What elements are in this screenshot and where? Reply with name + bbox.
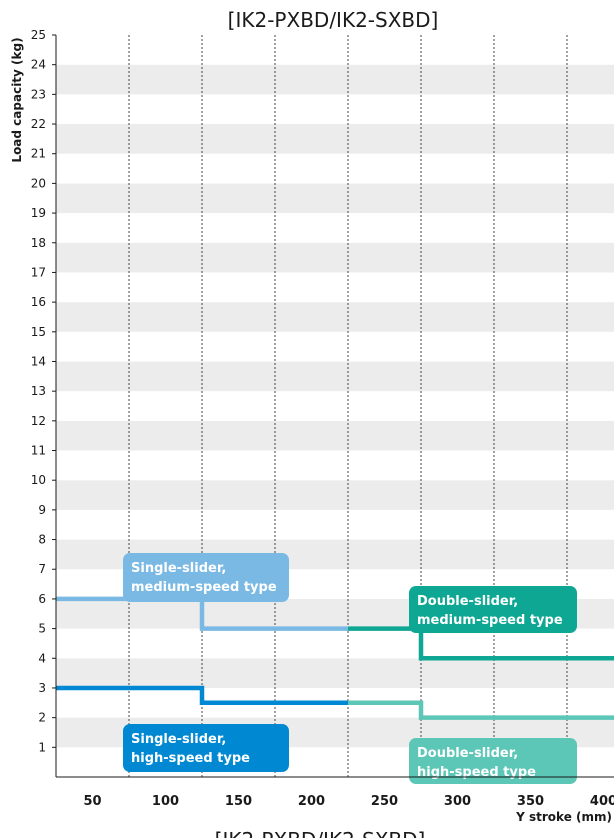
y-tick-label: 4 bbox=[38, 651, 46, 665]
x-tick-label: 300 bbox=[444, 794, 471, 809]
y-tick-labels: 1234567891011121314151617181920212223242… bbox=[31, 28, 56, 754]
x-tick-label: 100 bbox=[152, 794, 179, 809]
y-axis-label: Load capacity (kg) bbox=[10, 37, 24, 162]
series-callout: Single-slider, medium-speed type bbox=[123, 553, 289, 602]
callout-box bbox=[409, 738, 577, 784]
x-tick-label: 400 bbox=[590, 794, 614, 809]
callout-text: Single-slider, bbox=[131, 561, 226, 576]
y-tick-label: 22 bbox=[31, 117, 46, 131]
chart-title: [IK2-PXBD/IK2-SXBD] bbox=[228, 8, 439, 32]
grid-band bbox=[56, 153, 614, 184]
grid-band bbox=[56, 450, 614, 481]
y-tick-label: 25 bbox=[31, 28, 46, 42]
y-tick-label: 20 bbox=[31, 176, 46, 190]
x-tick-label: 250 bbox=[371, 794, 398, 809]
y-tick-label: 16 bbox=[31, 295, 46, 309]
y-tick-label: 10 bbox=[31, 473, 46, 487]
x-tick-label: 150 bbox=[225, 794, 252, 809]
y-tick-label: 13 bbox=[31, 384, 46, 398]
y-tick-label: 17 bbox=[31, 265, 46, 279]
grid-band bbox=[56, 272, 614, 303]
grid-band bbox=[56, 509, 614, 540]
series-callout: Double-slider, medium-speed type bbox=[409, 586, 577, 633]
grid-band bbox=[56, 658, 614, 688]
y-tick-label: 11 bbox=[31, 444, 46, 458]
y-tick-label: 18 bbox=[31, 236, 46, 250]
grid-band bbox=[56, 628, 614, 659]
y-tick-label: 15 bbox=[31, 325, 46, 339]
y-tick-label: 23 bbox=[31, 87, 46, 101]
series-callouts: Single-slider,medium-speed typeDouble-sl… bbox=[123, 553, 577, 784]
callout-text: medium-speed type bbox=[417, 613, 563, 628]
callout-text: Double-slider, bbox=[417, 594, 518, 609]
grid-band bbox=[56, 242, 614, 273]
grid-band bbox=[56, 124, 614, 154]
series-line bbox=[348, 626, 614, 661]
callout-text: Double-slider, bbox=[417, 746, 518, 761]
y-tick-label: 19 bbox=[31, 206, 46, 220]
grid-band bbox=[56, 64, 614, 95]
callout-text: Single-slider, bbox=[131, 732, 226, 747]
grid-band bbox=[56, 331, 614, 362]
x-axis-label: Y stroke (mm) bbox=[515, 810, 612, 824]
callout-box bbox=[123, 724, 289, 772]
callout-text: high-speed type bbox=[131, 751, 250, 766]
y-tick-label: 1 bbox=[38, 740, 46, 754]
x-tick-label: 50 bbox=[83, 794, 101, 809]
grid-band bbox=[56, 183, 614, 214]
grid-band bbox=[56, 361, 614, 392]
grid-band bbox=[56, 391, 614, 421]
x-tick-label: 350 bbox=[517, 794, 544, 809]
y-tick-label: 21 bbox=[31, 147, 46, 161]
series-callout: Single-slider, high-speed type bbox=[123, 724, 289, 772]
callout-text: high-speed type bbox=[417, 765, 536, 780]
y-tick-label: 5 bbox=[38, 622, 46, 636]
x-tick-labels: 50 100 150 200 250 300 350 400 bbox=[83, 794, 614, 809]
callout-text: medium-speed type bbox=[131, 580, 277, 595]
bottom-title: [IK2-PXBD/IK2-SXBD] bbox=[215, 828, 426, 838]
y-tick-label: 6 bbox=[38, 592, 46, 606]
y-tick-label: 7 bbox=[38, 562, 46, 576]
y-tick-label: 24 bbox=[31, 58, 46, 72]
y-tick-label: 2 bbox=[38, 711, 46, 725]
x-tick-label: 200 bbox=[298, 794, 325, 809]
y-tick-label: 12 bbox=[31, 414, 46, 428]
grid-band bbox=[56, 420, 614, 451]
grid-bands bbox=[56, 35, 614, 777]
grid-band bbox=[56, 213, 614, 243]
y-tick-label: 8 bbox=[38, 533, 46, 547]
y-tick-label: 3 bbox=[38, 681, 46, 695]
grid-band bbox=[56, 35, 614, 65]
grid-band bbox=[56, 302, 614, 332]
y-tick-label: 9 bbox=[38, 503, 46, 517]
series-callout: Double-slider, high-speed type bbox=[409, 738, 577, 784]
series-line bbox=[56, 685, 348, 706]
callout-box bbox=[123, 553, 289, 602]
grid-band bbox=[56, 94, 614, 125]
callout-box bbox=[409, 586, 577, 633]
grid-band bbox=[56, 480, 614, 510]
y-tick-label: 14 bbox=[31, 354, 46, 368]
series-line bbox=[348, 700, 614, 720]
